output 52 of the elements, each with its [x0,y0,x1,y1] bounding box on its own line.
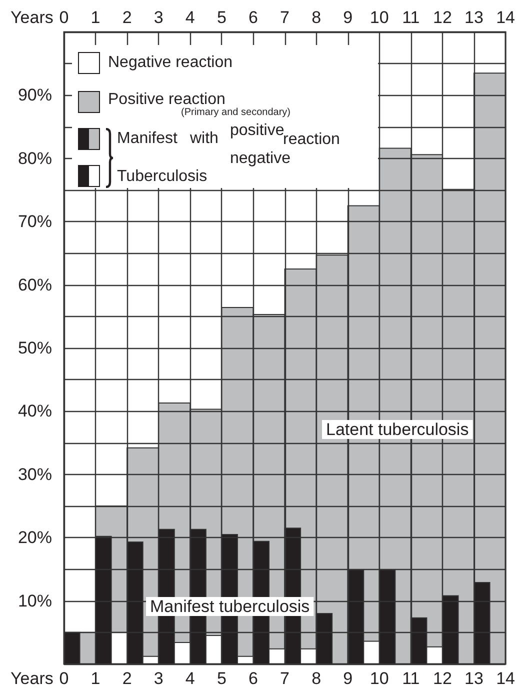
annotation: Manifest tuberculosis [150,597,310,616]
x-axis-title: Years [10,669,54,688]
x2-tick-label: 1 [90,8,100,27]
x2-tick-label: 10 [370,8,389,27]
y-tick-label: 70% [18,212,52,232]
x-tick-label: 9 [343,669,353,688]
x-tick-label: 2 [122,669,132,688]
x-tick-label: 5 [216,669,226,688]
x-tick-label: 7 [280,669,290,688]
y-tick-label: 80% [18,148,52,168]
x-tick-label: 3 [154,669,164,688]
x-tick-label: 14 [496,669,516,688]
annotation: Negative reaction [108,53,233,73]
x2-tick-label: 12 [433,8,452,27]
annotation: positive [230,121,284,139]
x2-tick-label: 3 [154,8,164,27]
x2-tick-label: 2 [122,8,132,27]
x-tick-label: 0 [59,669,69,688]
x2-tick-label: 0 [59,8,69,27]
x2-tick-label: 13 [464,8,484,27]
y-tick-label: 50% [18,338,52,358]
annotation: with [190,129,218,149]
x-tick-label: 4 [185,669,195,688]
x-tick-label: 1 [90,669,100,688]
x-tick-label: 8 [312,669,322,688]
y-tick-label: 20% [18,528,52,548]
annotation: negative [230,149,290,169]
y-tick-label: 90% [18,86,52,105]
legend-label: Positive reaction [108,90,226,108]
x-tick-label: 10 [370,669,389,688]
annotation: Manifest [117,129,178,149]
annotation: reaction [283,131,340,150]
y-tick-label: 10% [18,591,52,610]
x-tick-label: 6 [248,669,258,688]
x2-tick-label: 6 [248,8,258,27]
x2-tick-label: 8 [312,8,322,27]
x2-tick-label: 4 [185,8,195,27]
x2-tick-label: 14 [496,8,516,27]
x2-tick-label: 11 [402,8,420,27]
x2-tick-label: 9 [343,8,353,27]
x2-axis-title: Years [10,8,54,27]
x2-tick-label: 5 [216,8,226,27]
x-tick-label: 11 [402,669,420,688]
y-tick-label: 30% [18,464,52,484]
x2-tick-label: 7 [280,8,290,27]
x-tick-label: 13 [464,669,484,688]
annotation: Tuberculosis [117,167,208,187]
annotation: (Primary and secondary) [181,107,290,119]
x-tick-label: 12 [433,669,452,688]
y-tick-label: 40% [18,402,52,421]
y-tick-label: 60% [18,275,52,294]
annotation: Latent tuberculosis [326,420,469,439]
